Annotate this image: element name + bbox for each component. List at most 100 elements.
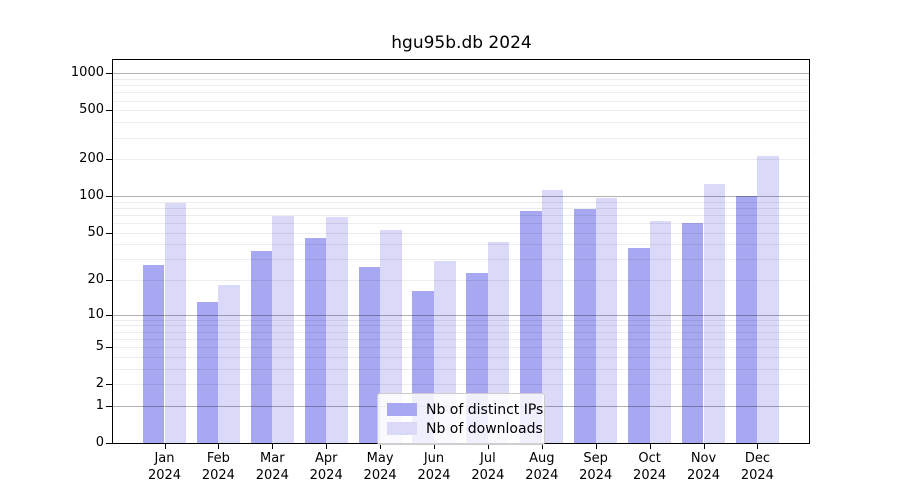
bar-distinct-ips (681, 222, 704, 443)
bar-distinct-ips (142, 264, 165, 443)
x-tick-label: Oct 2024 (633, 451, 667, 483)
y-tick-mark (106, 195, 112, 197)
y-tick-label: 1 (95, 397, 104, 413)
gridline (113, 319, 809, 321)
bar-downloads (218, 285, 240, 443)
gridline (113, 207, 809, 209)
gridline (113, 347, 809, 349)
y-tick-mark (106, 443, 112, 444)
y-tick-label: 200 (79, 151, 104, 167)
y-tick-label: 50 (87, 224, 104, 240)
bar-distinct-ips (304, 238, 327, 443)
bar-distinct-ips (358, 266, 381, 443)
x-tick-mark (757, 444, 759, 449)
x-tick-mark (487, 444, 489, 449)
legend-item-distinct-ips: Nb of distinct IPs (387, 400, 543, 419)
y-tick-label: 10 (87, 306, 104, 322)
bar-distinct-ips (520, 210, 542, 443)
gridline (113, 159, 809, 161)
bar-downloads (595, 197, 618, 443)
legend-swatch-downloads (387, 422, 417, 435)
gridline (113, 325, 809, 327)
x-tick-mark (380, 444, 382, 449)
x-tick-label: Aug 2024 (525, 451, 559, 483)
x-tick-label: Jun 2024 (417, 451, 451, 483)
gridline (113, 201, 809, 203)
plot-inner (113, 60, 809, 443)
y-tick-mark (106, 110, 112, 112)
y-tick-label: 5 (95, 339, 104, 355)
x-tick-mark (326, 444, 328, 449)
bar-downloads (541, 189, 564, 443)
y-tick-label: 20 (87, 272, 104, 288)
gridline (113, 384, 809, 386)
gridline (113, 73, 809, 75)
gridline (113, 122, 809, 124)
bar-distinct-ips (628, 248, 650, 443)
bar-distinct-ips (574, 209, 596, 443)
gridline (113, 195, 809, 197)
bar-downloads (326, 217, 348, 443)
gridline (113, 314, 809, 316)
x-tick-label: Apr 2024 (309, 451, 343, 483)
bar-downloads (164, 203, 187, 443)
x-tick-mark (541, 444, 543, 449)
legend: Nb of distinct IPs Nb of downloads (377, 393, 545, 445)
legend-swatch-distinct-ips (387, 403, 417, 416)
bar-distinct-ips (196, 301, 219, 443)
gridline (113, 280, 809, 282)
gridline (113, 331, 809, 333)
legend-label-downloads: Nb of downloads (426, 420, 543, 437)
x-tick-mark (434, 444, 435, 449)
y-tick-mark (106, 314, 112, 316)
legend-item-downloads: Nb of downloads (387, 419, 543, 438)
gridline (113, 232, 809, 234)
legend-label-distinct-ips: Nb of distinct IPs (426, 401, 544, 418)
y-tick-mark (106, 73, 112, 75)
x-tick-mark (703, 444, 705, 449)
gridline (113, 214, 809, 216)
x-tick-label: Nov 2024 (686, 451, 721, 483)
bar-downloads (703, 184, 726, 443)
y-tick-label: 1000 (70, 65, 104, 81)
bar-downloads (649, 221, 672, 443)
y-tick-label: 2 (95, 376, 104, 392)
y-tick-mark (106, 405, 112, 407)
bar-downloads (272, 216, 294, 443)
x-tick-mark (164, 444, 166, 449)
gridline (113, 110, 809, 112)
x-tick-label: Jan 2024 (147, 451, 182, 483)
x-tick-label: Dec 2024 (740, 451, 774, 483)
x-tick-label: Sep 2024 (579, 451, 613, 483)
x-tick-mark (218, 444, 220, 449)
chart-title: hgu95b.db 2024 (391, 33, 532, 53)
y-tick-mark (106, 280, 112, 282)
x-tick-label: May 2024 (363, 451, 397, 483)
x-tick-label: Jul 2024 (471, 451, 505, 483)
y-tick-label: 500 (79, 102, 104, 118)
y-tick-label: 0 (95, 435, 104, 450)
y-tick-label: 100 (79, 187, 104, 203)
gridline (113, 338, 809, 340)
gridline (113, 78, 809, 80)
gridline (113, 368, 809, 370)
x-tick-mark (595, 444, 597, 449)
bar-downloads (487, 241, 510, 443)
bar-distinct-ips (735, 195, 758, 443)
x-tick-mark (649, 444, 651, 449)
bar-distinct-ips (250, 251, 273, 443)
y-tick-mark (106, 347, 112, 349)
gridline (113, 222, 809, 224)
gridline (113, 92, 809, 94)
gridline (113, 85, 809, 87)
gridline (113, 100, 809, 102)
gridline (113, 259, 809, 261)
y-tick-mark (106, 159, 112, 161)
plot-area (112, 59, 810, 444)
bar-downloads (380, 229, 402, 443)
gridline (113, 137, 809, 139)
x-tick-mark (272, 444, 274, 449)
y-tick-mark (106, 384, 112, 386)
gridline (113, 356, 809, 358)
